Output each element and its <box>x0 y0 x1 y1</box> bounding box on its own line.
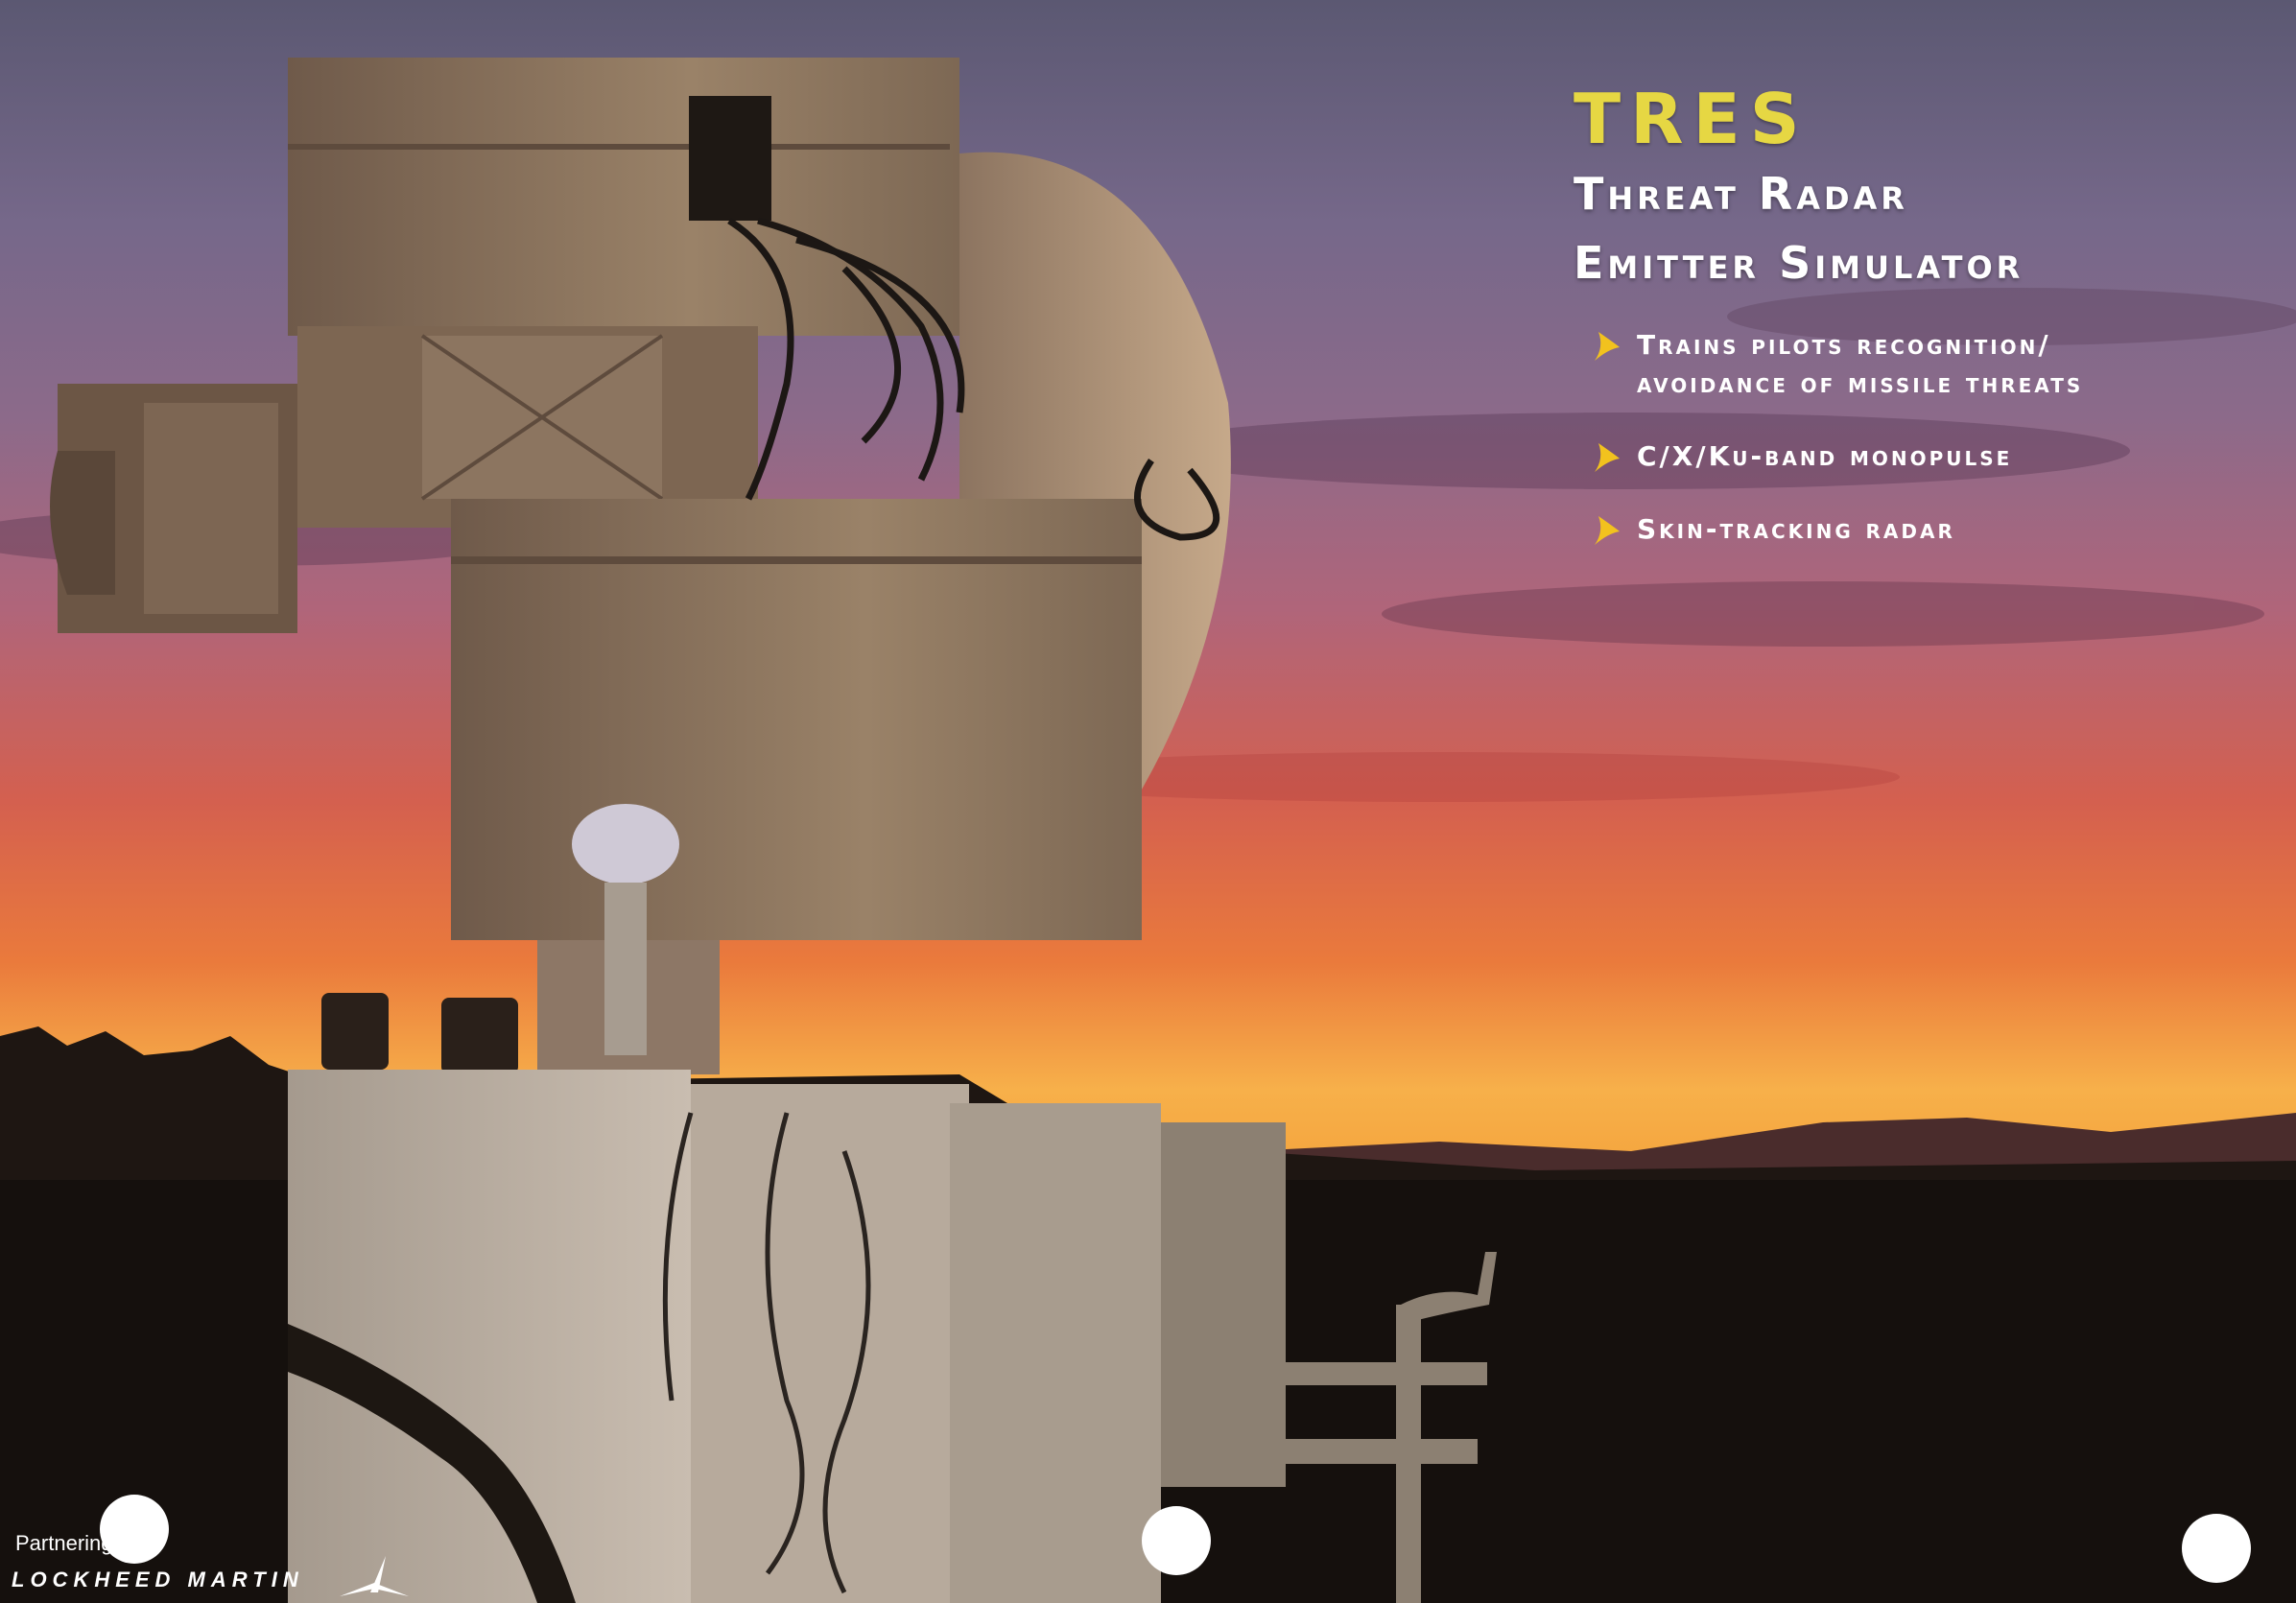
punch-hole-center <box>1142 1506 1211 1575</box>
feature-item: C/X/Ku-band monopulse <box>1593 437 2284 476</box>
pedestal-box <box>451 499 1142 940</box>
bullet-arrow-icon <box>1595 332 1620 361</box>
cables <box>727 217 1219 541</box>
front-cables <box>662 1112 871 1594</box>
feature-item: Skin-tracking radar <box>1593 510 2284 549</box>
feature-item: Trains pilots recognition/ avoidance of … <box>1593 326 2284 403</box>
lockheed-star-icon <box>340 1556 409 1596</box>
equipment-cabinet-middle <box>691 1084 969 1603</box>
punch-hole-left <box>100 1495 169 1564</box>
bullet-arrow-icon <box>1595 443 1620 472</box>
subtitle-line-2: Emitter Simulator <box>1574 237 2024 289</box>
feature-text: Skin-tracking radar <box>1637 513 1955 545</box>
feature-list: Trains pilots recognition/ avoidance of … <box>1593 326 2284 549</box>
feature-text: C/X/Ku-band monopulse <box>1637 440 2013 472</box>
beacon-left <box>321 993 389 1070</box>
acronym-title: TRES <box>1574 79 1810 159</box>
beacon-right <box>441 998 518 1074</box>
title-block: TRES Threat Radar Emitter Simulator Trai… <box>1574 79 2284 583</box>
trailer-rail <box>1161 1362 1487 1385</box>
upper-electronics-box <box>288 58 959 336</box>
equipment-cabinet-left <box>288 1070 691 1603</box>
bullet-arrow-icon <box>1595 516 1620 545</box>
crank-handle <box>1401 1252 1497 1322</box>
gps-dome <box>572 804 679 884</box>
equipment-cabinet-right <box>950 1103 1161 1603</box>
punch-hole-right <box>2182 1514 2251 1583</box>
feature-text: Trains pilots recognition/ avoidance of … <box>1637 329 2084 399</box>
lockheed-martin-logo: LOCKHEED MARTIN <box>12 1568 304 1591</box>
black-unit <box>689 96 771 221</box>
subtitle-line-1: Threat Radar <box>1574 168 1908 220</box>
